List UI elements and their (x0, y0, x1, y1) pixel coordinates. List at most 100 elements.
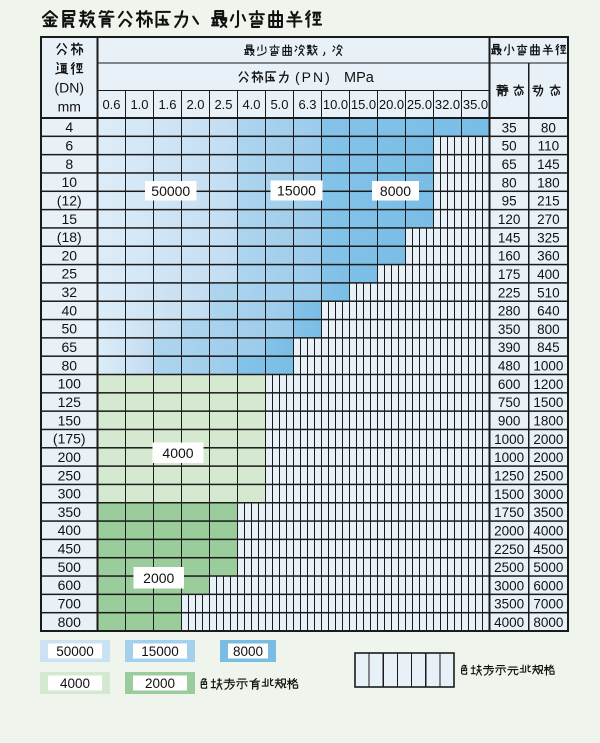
svg-text:145: 145 (537, 157, 560, 172)
svg-text:600: 600 (498, 377, 521, 392)
svg-text:900: 900 (498, 414, 521, 429)
svg-text:4000: 4000 (494, 615, 524, 630)
svg-text:20.0: 20.0 (379, 97, 404, 112)
svg-text:200: 200 (58, 449, 82, 465)
svg-text:7000: 7000 (533, 597, 563, 612)
svg-text:400: 400 (58, 522, 82, 538)
svg-text:2000: 2000 (533, 432, 563, 447)
svg-text:mm: mm (58, 99, 81, 115)
svg-text:225: 225 (498, 285, 521, 300)
svg-text:2250: 2250 (494, 542, 524, 557)
svg-text:4000: 4000 (60, 676, 90, 691)
svg-text:1500: 1500 (533, 395, 563, 410)
svg-text:1500: 1500 (494, 487, 524, 502)
svg-text:15000: 15000 (141, 644, 179, 659)
svg-text:2000: 2000 (494, 523, 524, 538)
svg-text:180: 180 (537, 175, 560, 190)
svg-text:100: 100 (58, 376, 82, 392)
svg-text:390: 390 (498, 340, 521, 355)
svg-text:360: 360 (537, 249, 560, 264)
svg-text:3500: 3500 (533, 505, 563, 520)
svg-text:95: 95 (502, 194, 517, 209)
svg-text:10.0: 10.0 (323, 97, 348, 112)
svg-text:300: 300 (58, 486, 82, 502)
svg-text:50: 50 (61, 321, 77, 337)
svg-text:(DN): (DN) (54, 79, 84, 95)
svg-text:2000: 2000 (143, 570, 174, 586)
svg-text:500: 500 (58, 559, 82, 575)
svg-text:1750: 1750 (494, 505, 524, 520)
svg-text:15: 15 (61, 211, 77, 227)
svg-text:110: 110 (538, 139, 560, 154)
svg-text:5000: 5000 (533, 560, 563, 575)
svg-text:15000: 15000 (277, 183, 316, 199)
svg-text:600: 600 (58, 577, 82, 593)
svg-text:6000: 6000 (533, 578, 563, 593)
svg-text:800: 800 (537, 322, 560, 337)
svg-text:8: 8 (65, 156, 73, 172)
svg-text:2500: 2500 (494, 560, 524, 575)
svg-text:50: 50 (502, 139, 517, 154)
svg-text:175: 175 (498, 267, 521, 282)
svg-text:3500: 3500 (494, 597, 524, 612)
svg-text:35.0: 35.0 (463, 97, 488, 112)
svg-text:10: 10 (61, 174, 77, 190)
svg-text:25: 25 (61, 266, 77, 282)
svg-text:4: 4 (65, 119, 73, 135)
svg-text:325: 325 (537, 230, 560, 245)
svg-text:510: 510 (537, 285, 560, 300)
svg-text:80: 80 (541, 120, 556, 135)
svg-text:8000: 8000 (380, 183, 411, 199)
svg-text:215: 215 (537, 194, 560, 209)
svg-text:40: 40 (61, 302, 77, 318)
svg-text:(12): (12) (57, 192, 82, 208)
svg-text:640: 640 (537, 304, 560, 319)
svg-text:50000: 50000 (56, 644, 94, 659)
svg-text:6.3: 6.3 (298, 97, 316, 112)
svg-text:80: 80 (61, 357, 77, 373)
svg-text:32: 32 (61, 284, 77, 300)
svg-text:8000: 8000 (533, 615, 563, 630)
svg-text:2.0: 2.0 (186, 97, 204, 112)
svg-text:350: 350 (498, 322, 521, 337)
svg-text:32.0: 32.0 (435, 97, 460, 112)
svg-text:3000: 3000 (494, 578, 524, 593)
svg-text:1000: 1000 (494, 450, 524, 465)
svg-text:800: 800 (58, 614, 82, 630)
svg-text:2500: 2500 (533, 468, 563, 483)
svg-text:6: 6 (65, 137, 73, 153)
svg-text:4000: 4000 (162, 445, 193, 461)
svg-text:160: 160 (498, 249, 521, 264)
svg-text:3000: 3000 (533, 487, 563, 502)
svg-text:20: 20 (61, 247, 77, 263)
svg-text:1250: 1250 (494, 468, 524, 483)
svg-text:145: 145 (498, 230, 521, 245)
svg-text:50000: 50000 (151, 183, 190, 199)
svg-text:1.0: 1.0 (130, 97, 148, 112)
svg-text:700: 700 (58, 596, 82, 612)
svg-text:2000: 2000 (145, 676, 175, 691)
svg-text:1000: 1000 (533, 359, 563, 374)
svg-text:150: 150 (58, 412, 82, 428)
svg-text:80: 80 (502, 175, 517, 190)
svg-text:845: 845 (537, 340, 560, 355)
svg-text:(PN): (PN) (295, 69, 332, 85)
svg-text:5.0: 5.0 (270, 97, 288, 112)
svg-text:280: 280 (498, 304, 521, 319)
svg-text:25.0: 25.0 (407, 97, 432, 112)
svg-text:450: 450 (58, 541, 82, 557)
svg-text:2000: 2000 (533, 450, 563, 465)
svg-text:MPa: MPa (344, 70, 375, 86)
svg-text:1800: 1800 (533, 414, 563, 429)
svg-text:250: 250 (58, 467, 82, 483)
svg-text:(175): (175) (53, 431, 86, 447)
svg-text:0.6: 0.6 (102, 97, 120, 112)
svg-text:65: 65 (502, 157, 517, 172)
svg-text:65: 65 (61, 339, 77, 355)
svg-text:120: 120 (498, 212, 521, 227)
svg-text:2.5: 2.5 (214, 97, 232, 112)
svg-text:480: 480 (498, 359, 521, 374)
svg-text:4000: 4000 (533, 523, 563, 538)
svg-text:125: 125 (58, 394, 82, 410)
svg-text:1.6: 1.6 (158, 97, 176, 112)
